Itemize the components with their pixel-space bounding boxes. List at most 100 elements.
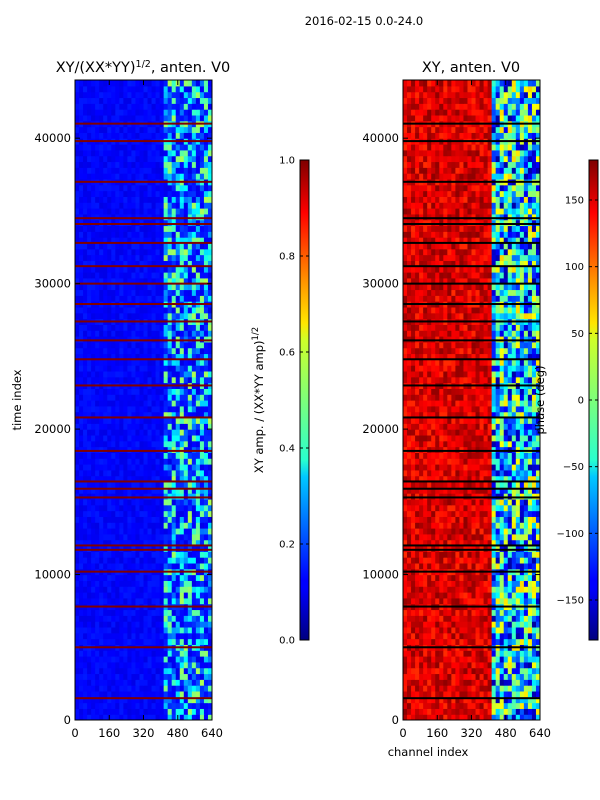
heatmap-cell [203,562,209,570]
heatmap-cell [127,394,133,401]
heatmap-cell [415,557,420,564]
heatmap-cell [123,266,128,273]
heatmap-cell [195,283,201,291]
heatmap-cell [411,574,416,581]
heatmap-cell [195,272,201,279]
heatmap-cell [531,673,537,680]
heatmap-cell [503,667,509,675]
heatmap-cell [403,673,408,680]
heatmap-cell [191,609,197,616]
heatmap-cell [427,661,432,669]
heatmap-cell [79,440,84,448]
heatmap-cell [119,621,124,628]
heatmap-cell [155,545,161,552]
heatmap-cell [407,592,412,599]
heatmap-cell [135,650,141,657]
heatmap-cell [407,609,412,616]
heatmap-cell [115,667,120,675]
heatmap-cell [103,539,108,547]
heatmap-cell [95,417,100,424]
heatmap-cell [159,661,165,669]
heatmap-cell [99,85,104,93]
heatmap-cell [459,667,465,675]
heatmap-cell [163,190,169,197]
heatmap-cell [75,638,80,645]
heatmap-cell [83,528,88,535]
heatmap-cell [519,667,525,675]
heatmap-cell [511,597,517,605]
heatmap-cell [147,213,153,221]
heatmap-cell [179,667,185,675]
heatmap-cell [87,231,92,238]
heatmap-cell [119,452,124,459]
heatmap-cell [139,661,145,669]
heatmap-cell [135,400,141,407]
heatmap-cell [203,202,209,209]
heatmap-cell [135,242,141,250]
heatmap-cell [535,528,540,535]
heatmap-cell [131,184,137,192]
heatmap-cell [427,557,432,564]
heatmap-cell [75,306,80,314]
heatmap-cell [183,394,189,401]
heatmap-cell [187,551,193,558]
heatmap-cell [171,132,177,139]
heatmap-cell [87,242,92,250]
heatmap-cell [123,295,128,302]
heatmap-cell [131,341,137,349]
heatmap-cell [139,464,145,471]
heatmap-cell [91,190,96,197]
heatmap-cell [195,690,201,698]
heatmap-cell [155,400,161,407]
heatmap-cell [87,696,92,704]
heatmap-cell [515,621,521,628]
heatmap-cell [411,562,416,570]
heatmap-cell [159,586,165,593]
heatmap-cell [99,149,104,157]
heatmap-cell [499,632,505,640]
heatmap-cell [187,190,193,197]
heatmap-cell [459,597,465,605]
heatmap-cell [79,132,84,139]
heatmap-cell [431,667,436,675]
heatmap-cell [115,481,120,488]
heatmap-cell [151,667,157,675]
heatmap-cell [143,347,149,355]
heatmap-cell [179,656,185,663]
heatmap-cell [123,365,128,372]
heatmap-cell [143,417,149,424]
heatmap-cell [119,208,124,215]
heatmap-cell [135,97,141,104]
heatmap-cell [403,714,408,720]
heatmap-cell [123,650,128,657]
heatmap-cell [91,155,96,163]
heatmap-cell [535,638,540,645]
heatmap-cell [435,522,440,529]
heatmap-cell [115,493,120,500]
heatmap-cell [75,370,80,378]
flagged-row-line [75,320,212,323]
heatmap-cell [483,522,489,529]
heatmap-cell [179,388,185,395]
heatmap-cell [191,132,197,139]
heatmap-cell [103,324,108,331]
heatmap-cell [179,650,185,657]
heatmap-cell [407,533,412,541]
heatmap-cell [207,690,212,698]
heatmap-cell [207,708,212,715]
heatmap-cell [155,429,161,436]
heatmap-cell [495,667,501,675]
heatmap-cell [183,132,189,139]
heatmap-cell [163,458,169,465]
heatmap-cell [195,330,201,337]
heatmap-cell [495,708,501,715]
heatmap-cell [107,330,112,337]
flagged-row-line [75,544,212,547]
heatmap-cell [163,370,169,378]
heatmap-cell [187,341,193,349]
heatmap-cell [143,638,149,645]
heatmap-cell [175,522,181,529]
heatmap-cell [419,685,424,692]
heatmap-cell [95,545,100,552]
heatmap-cell [151,225,157,232]
